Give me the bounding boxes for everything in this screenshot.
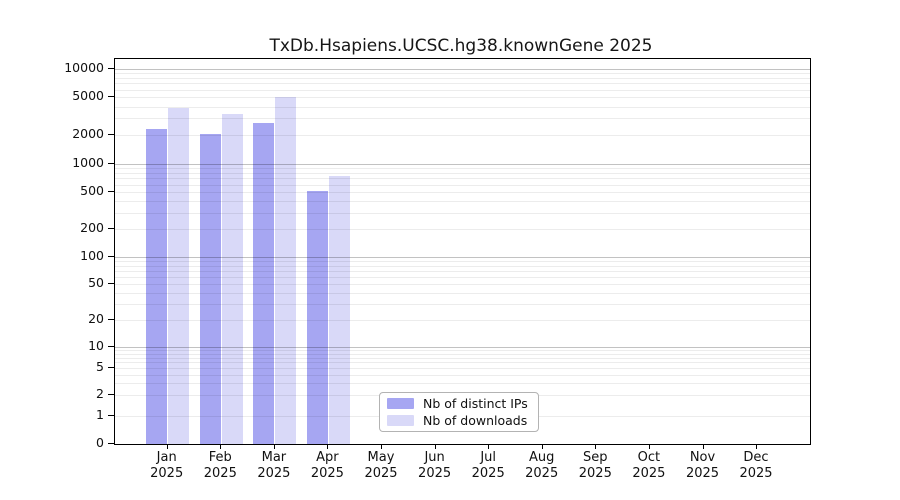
y-axis-tick-mark — [107, 366, 114, 368]
y-axis-tick-mark — [107, 394, 114, 396]
x-axis-tick-mark — [434, 443, 436, 449]
x-axis-tick-label: Aug 2025 — [525, 449, 559, 481]
y-axis-tick-label: 10000 — [64, 59, 104, 75]
gridline-minor — [114, 83, 810, 85]
gridline-minor — [114, 72, 810, 74]
y-axis-tick-mark — [107, 96, 114, 98]
x-axis-tick-mark — [595, 443, 597, 449]
y-axis-tick-label: 5 — [96, 358, 104, 374]
x-axis-tick-label: Dec 2025 — [739, 449, 773, 481]
y-axis-tick-label: 200 — [80, 220, 104, 235]
x-axis-tick-label: Feb 2025 — [203, 449, 237, 481]
x-axis-tick-label: Mar 2025 — [257, 449, 291, 481]
chart-title: TxDb.Hsapiens.UCSC.hg38.knownGene 2025 — [269, 36, 653, 56]
y-axis-tick-label: 2 — [96, 386, 104, 402]
y-axis-tick-label: 0 — [96, 434, 104, 450]
y-axis-tick-mark — [107, 163, 114, 164]
legend-item-distinct-ips: Nb of distinct IPs — [380, 395, 538, 412]
x-axis-tick-label: May 2025 — [364, 449, 398, 481]
bar-downloads — [221, 114, 243, 444]
x-axis-tick-label: Jan 2025 — [150, 449, 184, 481]
legend-label-downloads: Nb of downloads — [423, 413, 528, 429]
legend-label-distinct-ips: Nb of distinct IPs — [423, 395, 528, 411]
y-axis-tick-label: 1 — [96, 407, 104, 422]
y-axis-tick-mark — [107, 191, 114, 192]
bar-distinct-ips — [146, 129, 168, 444]
x-axis-tick-label: Nov 2025 — [685, 449, 720, 481]
x-axis-tick-mark — [273, 443, 275, 449]
x-axis-tick-label: Jul 2025 — [471, 449, 505, 481]
y-axis-tick-mark — [107, 415, 114, 416]
y-axis-tick-mark — [107, 283, 114, 285]
gridline-minor — [114, 77, 810, 79]
x-axis-tick-mark — [488, 443, 490, 449]
y-axis-tick-label: 500 — [80, 183, 104, 198]
y-axis-tick-mark — [107, 134, 114, 136]
x-axis-tick-mark — [702, 443, 704, 449]
x-axis-tick-mark — [648, 443, 650, 449]
x-axis-tick-mark — [166, 443, 168, 449]
y-axis-tick-label: 5000 — [72, 88, 104, 104]
x-axis-tick-label: Sep 2025 — [578, 449, 612, 481]
legend: Nb of distinct IPs Nb of downloads — [379, 392, 539, 432]
bar-downloads — [168, 107, 190, 444]
x-axis-tick-mark — [756, 443, 757, 449]
gridline-minor — [114, 97, 810, 99]
gridline-minor — [114, 118, 810, 120]
x-axis-tick-label: Apr 2025 — [310, 449, 344, 481]
bar-downloads — [328, 175, 350, 444]
gridline-minor — [114, 89, 810, 91]
y-axis-tick-mark — [107, 67, 114, 69]
x-axis-tick-mark — [327, 443, 329, 449]
y-axis-tick-mark — [107, 442, 114, 444]
x-axis-tick-label: Jun 2025 — [418, 449, 452, 481]
gridline-minor — [114, 106, 810, 108]
bar-downloads — [275, 96, 297, 444]
legend-item-downloads: Nb of downloads — [380, 412, 538, 429]
plot-area — [113, 57, 811, 445]
y-axis-tick-mark — [107, 256, 114, 257]
y-axis-tick-label: 10 — [88, 338, 104, 353]
y-axis-tick-label: 1000 — [72, 155, 104, 170]
bar-distinct-ips — [253, 122, 275, 444]
y-axis-tick-label: 20 — [88, 310, 104, 326]
y-axis-tick-mark — [107, 346, 114, 347]
bar-distinct-ips — [199, 133, 221, 444]
y-axis-tick-label: 2000 — [72, 126, 104, 142]
y-axis-tick-mark — [107, 318, 114, 320]
bar-distinct-ips — [306, 190, 328, 444]
legend-swatch-downloads — [387, 415, 414, 427]
gridline-major — [114, 68, 810, 70]
y-axis-tick-label: 50 — [88, 275, 104, 291]
x-axis-tick-mark — [541, 443, 543, 449]
x-axis-tick-label: Oct 2025 — [632, 449, 666, 481]
y-axis-tick-mark — [107, 228, 114, 229]
x-axis-tick-mark — [220, 443, 222, 449]
y-axis-tick-label: 100 — [80, 248, 104, 263]
legend-swatch-distinct-ips — [387, 397, 414, 409]
x-axis-tick-mark — [381, 443, 382, 449]
